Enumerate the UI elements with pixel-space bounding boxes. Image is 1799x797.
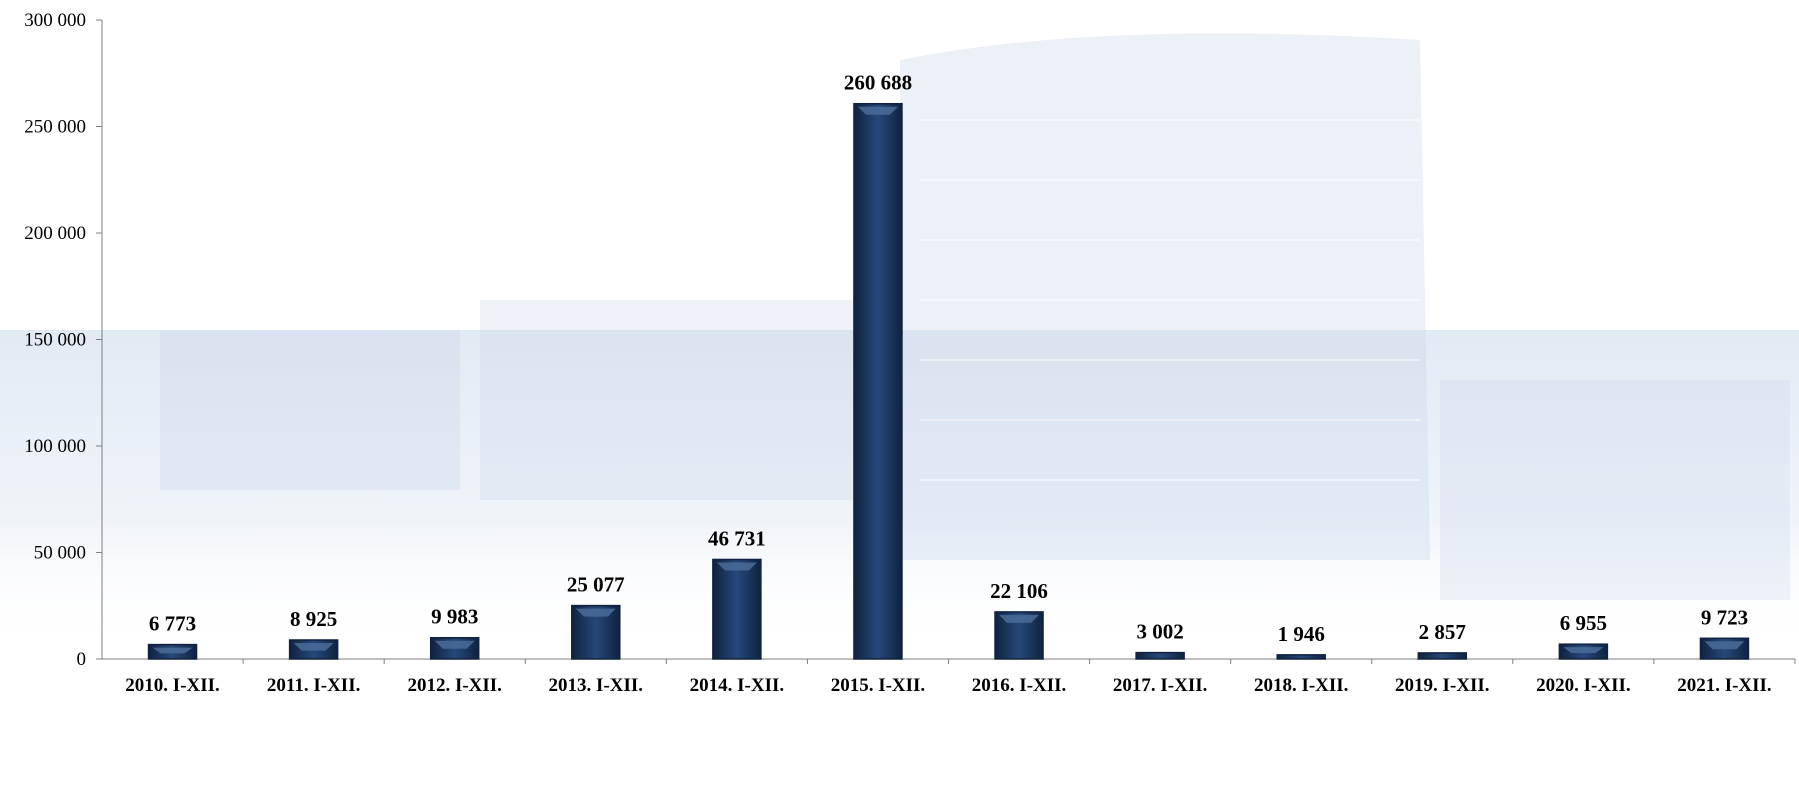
data-label: 22 106 <box>990 579 1048 603</box>
bar-bevel <box>999 614 1040 623</box>
bar-body <box>1417 652 1468 660</box>
data-label: 3 002 <box>1137 620 1184 644</box>
data-label: 9 723 <box>1701 605 1748 629</box>
data-label: 25 077 <box>567 573 625 597</box>
y-tick-label: 0 <box>77 649 87 670</box>
bar <box>994 611 1044 660</box>
data-label: 9 983 <box>431 605 478 629</box>
x-tick-label: 2013. I-XII. <box>549 675 643 696</box>
x-tick-label: 2020. I-XII. <box>1536 675 1630 696</box>
bar <box>288 639 339 660</box>
x-tick-label: 2019. I-XII. <box>1395 675 1489 696</box>
bar-bevel <box>1704 641 1745 650</box>
data-labels: 6 773 8 925 9 983 25 077 46 731 260 688 22 106… <box>149 71 1748 646</box>
bar <box>712 558 762 660</box>
bar-bevel <box>716 562 757 571</box>
bar-body <box>1135 651 1185 660</box>
bar-bevel <box>575 608 616 617</box>
bar <box>1135 651 1185 660</box>
bar <box>1558 643 1609 660</box>
bar-body <box>1276 654 1326 660</box>
x-tick-label: 2017. I-XII. <box>1113 675 1207 696</box>
bar-body <box>853 102 903 660</box>
data-label: 6 955 <box>1560 611 1607 635</box>
y-tick-label: 250 000 <box>24 117 86 138</box>
data-label: 260 688 <box>844 71 912 95</box>
x-tick-label: 2011. I-XII. <box>267 675 360 696</box>
y-tick-label: 50 000 <box>34 543 86 564</box>
bar-bevel <box>152 647 193 654</box>
x-tick-label: 2014. I-XII. <box>690 675 784 696</box>
x-tick-label: 2010. I-XII. <box>125 675 219 696</box>
bar <box>1276 654 1326 660</box>
y-axis: 0 50 000 100 000 150 000 200 000 250 000 300 0… <box>24 10 103 670</box>
bar-bevel <box>857 106 898 115</box>
x-tick-label: 2018. I-XII. <box>1254 675 1348 696</box>
bar <box>571 604 621 660</box>
bar <box>429 636 480 660</box>
y-tick-label: 300 000 <box>24 10 86 31</box>
x-tick-label: 2021. I-XII. <box>1677 675 1771 696</box>
x-axis: 2010. I-XII. 2011. I-XII. 2012. I-XII. 2013… <box>102 658 1796 696</box>
bar-bevel <box>293 642 334 651</box>
x-tick-label: 2016. I-XII. <box>972 675 1066 696</box>
bar-body <box>712 558 762 660</box>
x-tick-label: 2015. I-XII. <box>831 675 925 696</box>
data-label: 8 925 <box>290 607 337 631</box>
bar <box>853 102 903 660</box>
data-label: 6 773 <box>149 612 196 636</box>
bar <box>1417 652 1468 660</box>
data-label: 1 946 <box>1278 622 1325 646</box>
bar <box>147 643 198 660</box>
y-tick-label: 200 000 <box>24 223 86 244</box>
x-tick-label: 2012. I-XII. <box>407 675 501 696</box>
bar-bevel <box>1563 647 1604 654</box>
data-label: 2 857 <box>1419 620 1466 644</box>
bar-series <box>147 102 1750 660</box>
bar-bevel <box>434 640 475 649</box>
y-tick-label: 150 000 <box>24 330 86 351</box>
data-label: 46 731 <box>708 526 766 550</box>
y-tick-label: 100 000 <box>24 436 86 457</box>
bar <box>1699 637 1750 660</box>
